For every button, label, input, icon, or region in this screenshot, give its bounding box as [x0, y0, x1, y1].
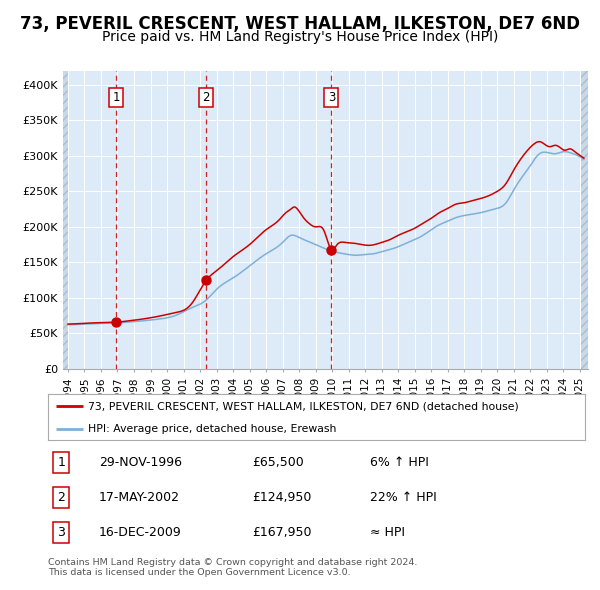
Text: 73, PEVERIL CRESCENT, WEST HALLAM, ILKESTON, DE7 6ND: 73, PEVERIL CRESCENT, WEST HALLAM, ILKES…: [20, 15, 580, 33]
Text: 73, PEVERIL CRESCENT, WEST HALLAM, ILKESTON, DE7 6ND (detached house): 73, PEVERIL CRESCENT, WEST HALLAM, ILKES…: [88, 401, 519, 411]
Text: 3: 3: [328, 91, 335, 104]
Text: 3: 3: [58, 526, 65, 539]
Text: 1: 1: [112, 91, 120, 104]
Text: £65,500: £65,500: [252, 455, 304, 468]
Text: Contains HM Land Registry data © Crown copyright and database right 2024.
This d: Contains HM Land Registry data © Crown c…: [48, 558, 418, 577]
Text: HPI: Average price, detached house, Erewash: HPI: Average price, detached house, Erew…: [88, 424, 337, 434]
Bar: [581, 71, 588, 369]
Text: 2: 2: [203, 91, 210, 104]
Text: Price paid vs. HM Land Registry's House Price Index (HPI): Price paid vs. HM Land Registry's House …: [102, 30, 498, 44]
Text: 29-NOV-1996: 29-NOV-1996: [99, 455, 182, 468]
Bar: [63, 71, 68, 369]
Text: £124,950: £124,950: [252, 490, 311, 504]
Text: ≈ HPI: ≈ HPI: [370, 526, 405, 539]
Text: 16-DEC-2009: 16-DEC-2009: [99, 526, 182, 539]
Text: 22% ↑ HPI: 22% ↑ HPI: [370, 490, 437, 504]
Text: 2: 2: [58, 490, 65, 504]
Text: 17-MAY-2002: 17-MAY-2002: [99, 490, 180, 504]
Text: 1: 1: [58, 455, 65, 468]
Text: £167,950: £167,950: [252, 526, 311, 539]
Text: 6% ↑ HPI: 6% ↑ HPI: [370, 455, 429, 468]
